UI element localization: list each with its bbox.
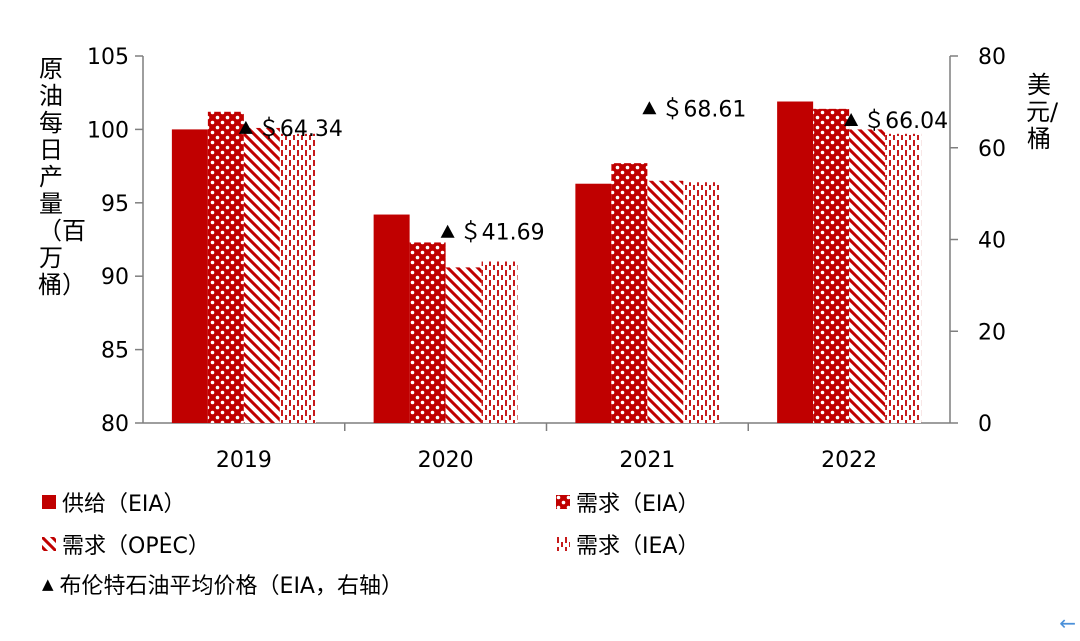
price-label: ＄41.69 <box>460 221 545 246</box>
y-left-tick-label: 105 <box>87 45 129 70</box>
bar <box>813 108 850 424</box>
y-left-tick-label: 100 <box>87 118 129 143</box>
y-left-tick-label: 90 <box>101 265 129 290</box>
y-left-tick-label: 85 <box>101 339 129 364</box>
bar <box>777 101 814 424</box>
x-tick-label: 2019 <box>216 448 272 473</box>
legend-label: 需求（OPEC） <box>62 534 210 559</box>
bar <box>683 182 720 423</box>
legend-swatch-diagonal <box>42 537 56 551</box>
back-arrow-icon[interactable]: ← <box>1059 611 1076 635</box>
x-tick-label: 2022 <box>821 448 877 473</box>
legend-item-demand-iea: 需求（IEA） <box>556 528 699 560</box>
legend-swatch-solid <box>42 495 56 509</box>
price-label: ＄68.61 <box>661 97 746 122</box>
legend-swatch-dashed <box>556 537 570 551</box>
bar <box>575 183 612 423</box>
y-axis-left-label: 原油每日产量（百万桶） <box>38 55 86 299</box>
legend-label: 需求（EIA） <box>576 492 700 517</box>
y-right-tick-label: 20 <box>978 320 1006 345</box>
price-marker <box>844 113 859 127</box>
y-left-tick-label: 80 <box>101 412 129 437</box>
legend-label: 供给（EIA） <box>62 492 186 517</box>
legend-label: 需求（IEA） <box>576 534 700 559</box>
legend-item-supply-eia: 供给（EIA） <box>42 486 185 518</box>
bar <box>409 242 446 423</box>
bar <box>373 214 410 423</box>
bar <box>207 111 244 423</box>
y-left-tick-label: 95 <box>101 192 129 217</box>
price-marker <box>642 101 657 115</box>
legend-triangle-icon: ▲ <box>42 575 54 593</box>
legend-item-demand-opec: 需求（OPEC） <box>42 528 210 560</box>
bar <box>885 133 922 423</box>
price-label: ＄66.04 <box>863 109 948 134</box>
bar <box>611 163 648 423</box>
x-tick-label: 2020 <box>418 448 474 473</box>
legend-swatch-checker <box>556 495 570 509</box>
price-marker <box>238 120 253 134</box>
price-label: ＄64.34 <box>258 117 343 142</box>
y-right-tick-label: 60 <box>978 137 1006 162</box>
x-tick-label: 2021 <box>619 448 675 473</box>
y-axis-right-label: 美元/桶 <box>1026 71 1059 153</box>
bar <box>171 129 208 423</box>
bar <box>849 129 886 423</box>
legend-item-brent-price: ▲ 布伦特石油平均价格（EIA，右轴） <box>42 568 403 600</box>
legend-label: 布伦特石油平均价格（EIA，右轴） <box>59 574 403 599</box>
bar <box>481 261 518 423</box>
bar <box>279 133 316 423</box>
price-marker <box>440 224 455 238</box>
y-right-tick-label: 0 <box>978 412 992 437</box>
bar <box>243 127 280 423</box>
y-right-tick-label: 80 <box>978 45 1006 70</box>
bar <box>445 267 482 423</box>
legend-item-demand-eia: 需求（EIA） <box>556 486 699 518</box>
y-right-tick-label: 40 <box>978 229 1006 254</box>
bar <box>647 180 684 423</box>
